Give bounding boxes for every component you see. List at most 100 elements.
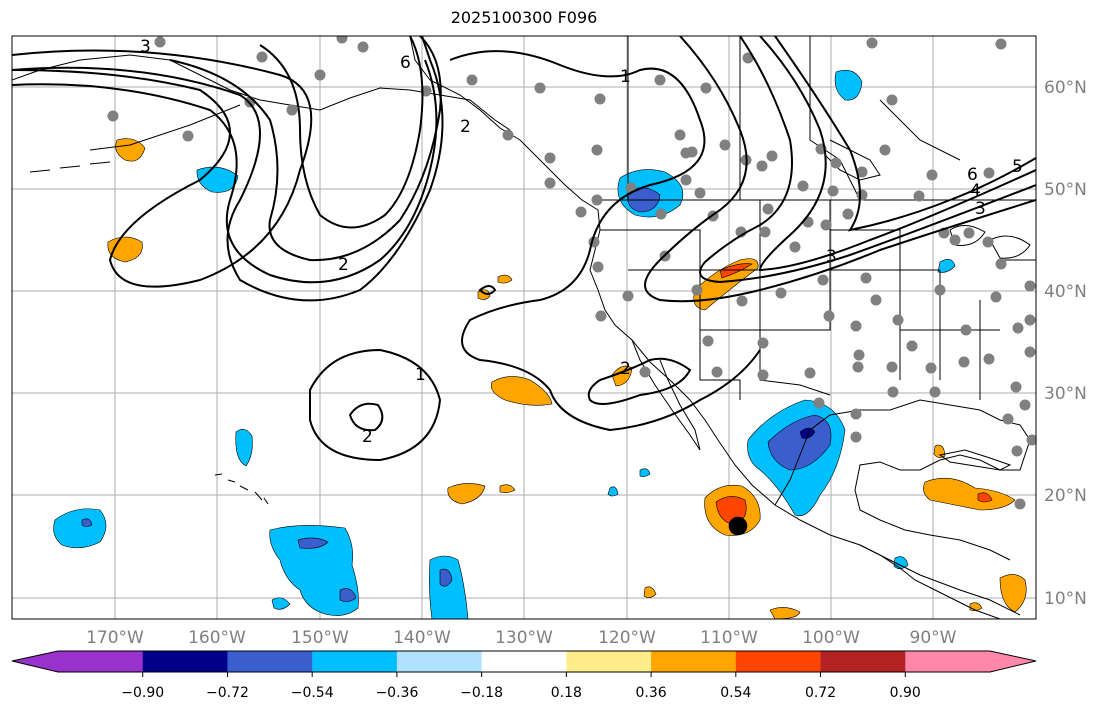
station-dot: [711, 366, 723, 378]
station-dot: [775, 287, 787, 299]
colorbar-tick-label: −0.90: [121, 685, 164, 701]
station-dot: [852, 361, 864, 373]
station-dot: [983, 167, 995, 179]
colorbar-swatch: [481, 651, 567, 672]
station-dot: [575, 206, 587, 218]
contour-label: 3: [975, 199, 986, 219]
station-dot: [1011, 445, 1023, 457]
colorbar-tick-label: 0.54: [720, 685, 751, 701]
station-dot: [622, 290, 634, 302]
graticule: [12, 36, 1036, 619]
station-dot: [680, 174, 692, 186]
station-dot: [680, 147, 692, 159]
station-dot: [850, 431, 862, 443]
lon-label: 130°W: [495, 628, 553, 648]
lat-label: 50°N: [1044, 180, 1087, 200]
station-dot: [797, 180, 809, 192]
colorbar-tick-label: −0.36: [375, 685, 418, 701]
lon-label: 120°W: [598, 628, 656, 648]
station-dot: [1026, 434, 1036, 446]
station-dot: [850, 408, 862, 420]
colorbar-swatch: [142, 651, 228, 672]
station-dot: [594, 93, 606, 105]
station-dot: [591, 144, 603, 156]
station-dot: [182, 130, 194, 142]
station-dot: [926, 169, 938, 181]
lon-label: 170°W: [86, 628, 144, 648]
colorbar-tick-label: 0.18: [551, 685, 582, 701]
colorbar-swatch: [58, 651, 144, 672]
station-dot: [595, 310, 607, 322]
station-dot: [830, 157, 842, 169]
station-dot: [842, 208, 854, 220]
contour-label: 3: [140, 37, 151, 57]
station-dot: [958, 356, 970, 368]
station-dot: [719, 139, 731, 151]
station-dot: [694, 187, 706, 199]
colorbar-tick-label: −0.54: [291, 685, 334, 701]
station-dot: [866, 37, 878, 49]
contour-label: 4: [970, 181, 981, 201]
colorbar-tick-label: −0.72: [206, 685, 249, 701]
map-title: 2025100300 F096: [450, 8, 598, 27]
station-dot: [1014, 498, 1026, 510]
station-dot: [913, 190, 925, 202]
lon-label: 140°W: [393, 628, 451, 648]
contour-label: 6: [967, 165, 978, 185]
station-dot: [827, 185, 839, 197]
contour-label: 1: [415, 365, 426, 385]
station-dot: [674, 129, 686, 141]
station-dot: [856, 166, 868, 178]
colorbar-tick-label: 0.90: [890, 685, 921, 701]
station-dot: [655, 208, 667, 220]
station-dot: [823, 310, 835, 322]
station-dot: [960, 324, 972, 336]
contour-label: 2: [620, 359, 631, 379]
lon-label: 110°W: [700, 628, 758, 648]
station-dot: [759, 226, 771, 238]
lon-label: 160°W: [188, 628, 246, 648]
contour-label: 3: [826, 247, 837, 267]
colorbar-tick-label: 0.72: [805, 685, 836, 701]
lon-label: 100°W: [802, 628, 860, 648]
contour-lines: [12, 36, 1036, 462]
station-dot: [736, 295, 748, 307]
station-dot: [813, 397, 825, 409]
station-dot: [766, 150, 778, 162]
station-dot: [990, 291, 1002, 303]
contour-label: 2: [338, 255, 349, 275]
colorbar-tick-label: 0.36: [636, 685, 667, 701]
colorbar-swatch: [227, 651, 313, 672]
lat-label: 30°N: [1044, 384, 1087, 404]
colorbar-tick-label: −0.18: [460, 685, 503, 701]
station-dot: [983, 353, 995, 365]
station-dot: [934, 284, 946, 296]
station-dot: [982, 236, 994, 248]
station-dot: [925, 362, 937, 374]
station-dot: [963, 227, 975, 239]
lon-label: 90°W: [910, 628, 957, 648]
station-dot: [757, 337, 769, 349]
lat-label: 40°N: [1044, 282, 1087, 302]
station-dot: [592, 261, 604, 273]
station-dot: [544, 177, 556, 189]
station-dot: [314, 69, 326, 81]
station-dot: [639, 366, 651, 378]
station-dot: [1024, 314, 1036, 326]
colorbar: −0.90 −0.72 −0.54 −0.36 −0.18 0.18 0.36 0.54 0.7…: [11, 650, 1037, 701]
station-dot: [286, 104, 298, 116]
station-dot: [929, 386, 941, 398]
station-dot: [466, 74, 478, 86]
station-dot: [879, 144, 891, 156]
station-dot: [107, 110, 119, 122]
station-dot: [850, 320, 862, 332]
contour-label-group: 3 6 1 2 1 2 6 5 4 3 2 3 2: [140, 37, 1023, 447]
contour-label: 6: [400, 53, 411, 73]
station-dot: [742, 52, 754, 64]
station-dot: [756, 160, 768, 172]
station-dot: [256, 51, 268, 63]
station-dot: [1010, 381, 1022, 393]
station-dot: [887, 386, 899, 398]
station-dot: [856, 189, 868, 201]
map-frame: [11, 35, 1037, 620]
